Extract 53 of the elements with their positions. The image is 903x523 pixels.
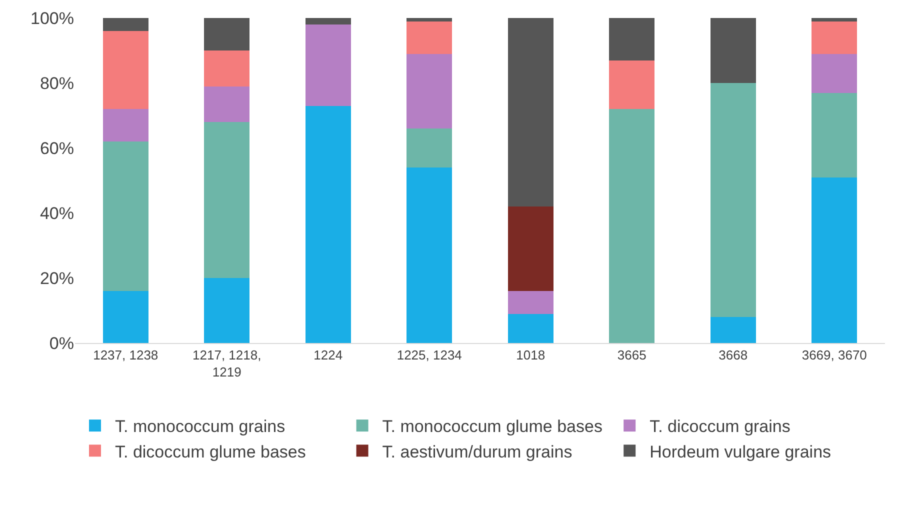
- legend-label: T. monococcum glume bases: [382, 417, 602, 436]
- bar: [305, 18, 351, 24]
- bar: [508, 206, 554, 291]
- bar: [406, 168, 452, 343]
- bar: [406, 21, 452, 54]
- legend-label: T. dicoccum glume bases: [115, 442, 306, 462]
- bar: [812, 18, 858, 22]
- bar: [710, 18, 756, 83]
- bar: [204, 86, 250, 122]
- bar: [406, 128, 452, 168]
- x-tick-label: 1217, 1218, 1219: [192, 348, 262, 380]
- y-tick-label: 40%: [40, 204, 74, 223]
- y-tick-label: 0%: [49, 334, 74, 353]
- x-tick-label: 1237, 1238: [93, 348, 158, 363]
- bar: [812, 21, 858, 54]
- bar: [102, 291, 148, 343]
- bar: [204, 18, 250, 50]
- bar: [102, 18, 148, 31]
- x-tick-label: 1225, 1234: [396, 348, 462, 363]
- legend-label: T. aestivum/durum grains: [382, 442, 572, 462]
- bar: [508, 18, 554, 206]
- bar: [102, 142, 148, 291]
- bar: [508, 314, 554, 343]
- bar: [204, 50, 250, 86]
- bar: [406, 18, 452, 22]
- legend-label: Hordeum vulgare grains: [650, 442, 832, 462]
- legend-label: T. monococcum grains: [115, 417, 286, 436]
- bar: [710, 83, 756, 317]
- bar: [102, 109, 148, 142]
- bar: [204, 122, 250, 278]
- bar: [305, 106, 351, 343]
- y-tick-label: 80%: [40, 74, 74, 93]
- y-tick-label: 20%: [40, 268, 74, 288]
- x-tick-label: 3668: [718, 348, 748, 363]
- x-tick-label: 1224: [314, 348, 343, 363]
- y-tick-label: 100%: [30, 8, 74, 28]
- bar: [508, 291, 554, 314]
- bar: [812, 177, 858, 343]
- bar: [204, 278, 250, 343]
- x-tick-label: 3669, 3670: [802, 348, 867, 363]
- bar: [406, 54, 452, 128]
- bar: [812, 54, 858, 93]
- bar: [812, 92, 858, 178]
- bar: [305, 24, 351, 106]
- bar: [609, 18, 655, 60]
- y-tick-label: 60%: [40, 138, 74, 158]
- bar: [710, 317, 756, 343]
- bar: [102, 31, 148, 109]
- x-tick-label: 3665: [617, 348, 646, 363]
- bar: [609, 109, 655, 343]
- legend-label: T. dicoccum grains: [650, 417, 790, 436]
- x-tick-label: 1018: [516, 348, 546, 363]
- bar: [609, 60, 655, 109]
